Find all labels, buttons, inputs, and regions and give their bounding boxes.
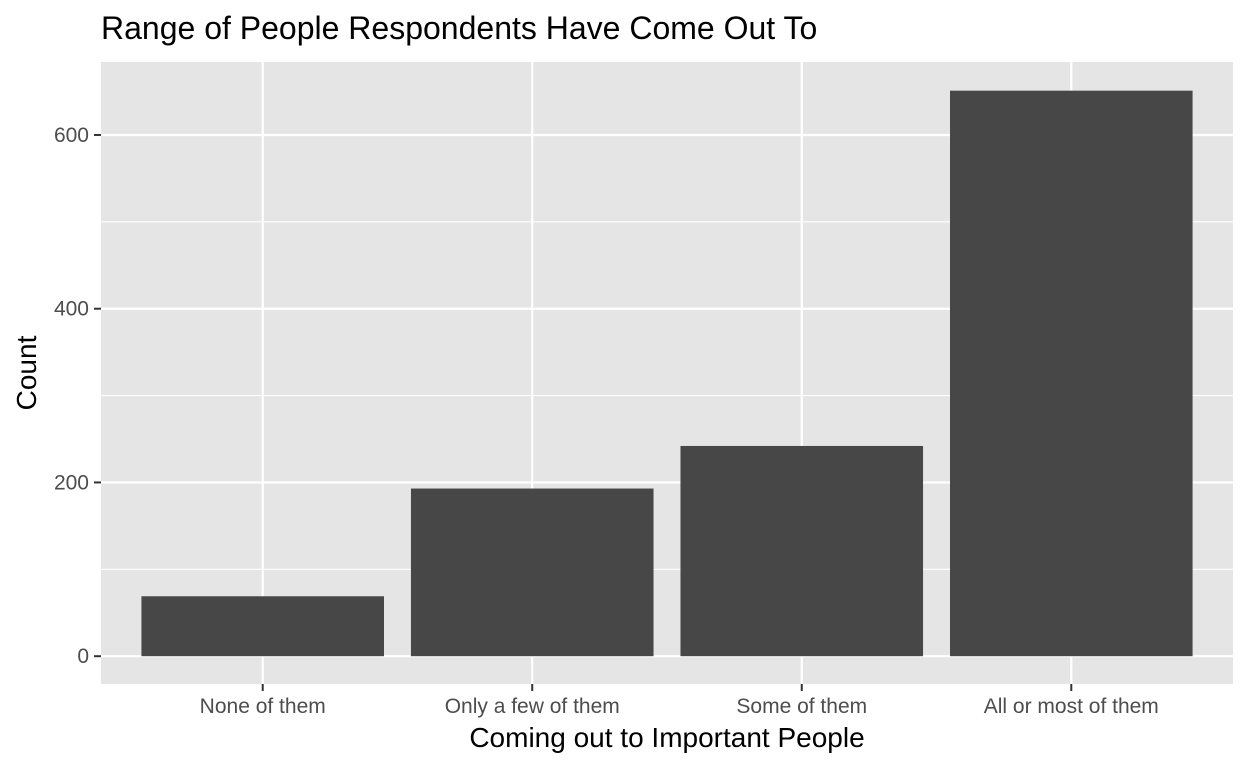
bar-none-of-them: [141, 596, 384, 657]
bar-all-or-most-of-them: [950, 90, 1193, 657]
x-tick-label: Only a few of them: [445, 695, 620, 718]
x-tick-label: All or most of them: [984, 695, 1159, 718]
y-axis-title: Count: [11, 335, 42, 410]
bars: [141, 90, 1193, 657]
x-tick-label: Some of them: [736, 695, 867, 718]
x-tick-label: None of them: [200, 695, 326, 718]
y-tick-label: 200: [54, 471, 89, 494]
y-tick-label: 400: [54, 298, 89, 321]
y-tick-label: 0: [77, 645, 89, 668]
x-axis-title: Coming out to Important People: [469, 722, 864, 753]
axes: 0 200 400 600 None of them Only a few of them…: [54, 124, 1159, 718]
y-tick-label: 600: [54, 124, 89, 147]
bar-some-of-them: [680, 445, 924, 657]
chart-title: Range of People Respondents Have Come Ou…: [101, 10, 817, 46]
bar-only-a-few-of-them: [410, 488, 654, 657]
